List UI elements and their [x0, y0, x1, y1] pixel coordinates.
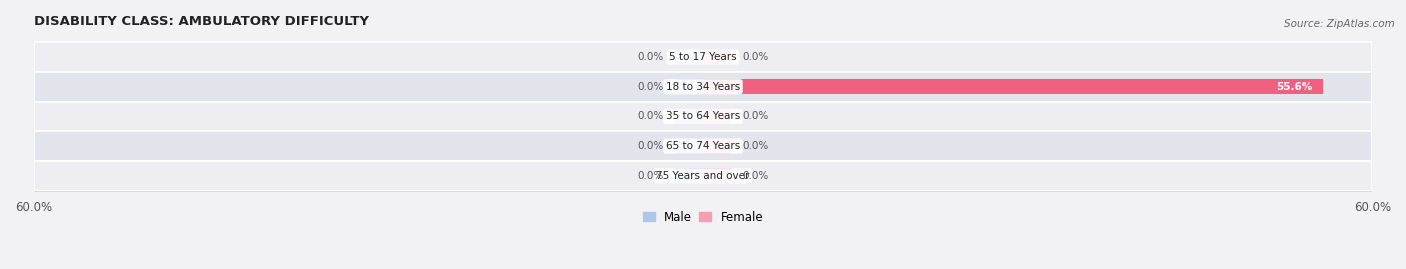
Text: 0.0%: 0.0%: [638, 82, 664, 92]
Text: Source: ZipAtlas.com: Source: ZipAtlas.com: [1284, 19, 1395, 29]
Bar: [675, 139, 703, 154]
Bar: [34, 102, 1372, 131]
Text: 0.0%: 0.0%: [742, 111, 768, 122]
Bar: [675, 49, 703, 65]
Text: 0.0%: 0.0%: [638, 111, 664, 122]
Text: 55.6%: 55.6%: [1275, 82, 1312, 92]
Text: 0.0%: 0.0%: [638, 171, 664, 181]
Bar: [703, 79, 1323, 94]
Bar: [34, 72, 1372, 102]
Text: DISABILITY CLASS: AMBULATORY DIFFICULTY: DISABILITY CLASS: AMBULATORY DIFFICULTY: [34, 15, 368, 28]
Text: 65 to 74 Years: 65 to 74 Years: [666, 141, 740, 151]
Text: 18 to 34 Years: 18 to 34 Years: [666, 82, 740, 92]
Bar: [703, 168, 731, 183]
Bar: [34, 131, 1372, 161]
Bar: [34, 42, 1372, 72]
Text: 0.0%: 0.0%: [638, 52, 664, 62]
Bar: [34, 161, 1372, 191]
Text: 0.0%: 0.0%: [742, 141, 768, 151]
Text: 5 to 17 Years: 5 to 17 Years: [669, 52, 737, 62]
Bar: [703, 49, 731, 65]
Text: 75 Years and over: 75 Years and over: [657, 171, 749, 181]
Bar: [675, 168, 703, 183]
Legend: Male, Female: Male, Female: [638, 206, 768, 228]
Bar: [703, 109, 731, 124]
Bar: [675, 79, 703, 94]
Bar: [675, 109, 703, 124]
Text: 0.0%: 0.0%: [742, 52, 768, 62]
Text: 0.0%: 0.0%: [638, 141, 664, 151]
Text: 35 to 64 Years: 35 to 64 Years: [666, 111, 740, 122]
Text: 0.0%: 0.0%: [742, 171, 768, 181]
Bar: [703, 139, 731, 154]
